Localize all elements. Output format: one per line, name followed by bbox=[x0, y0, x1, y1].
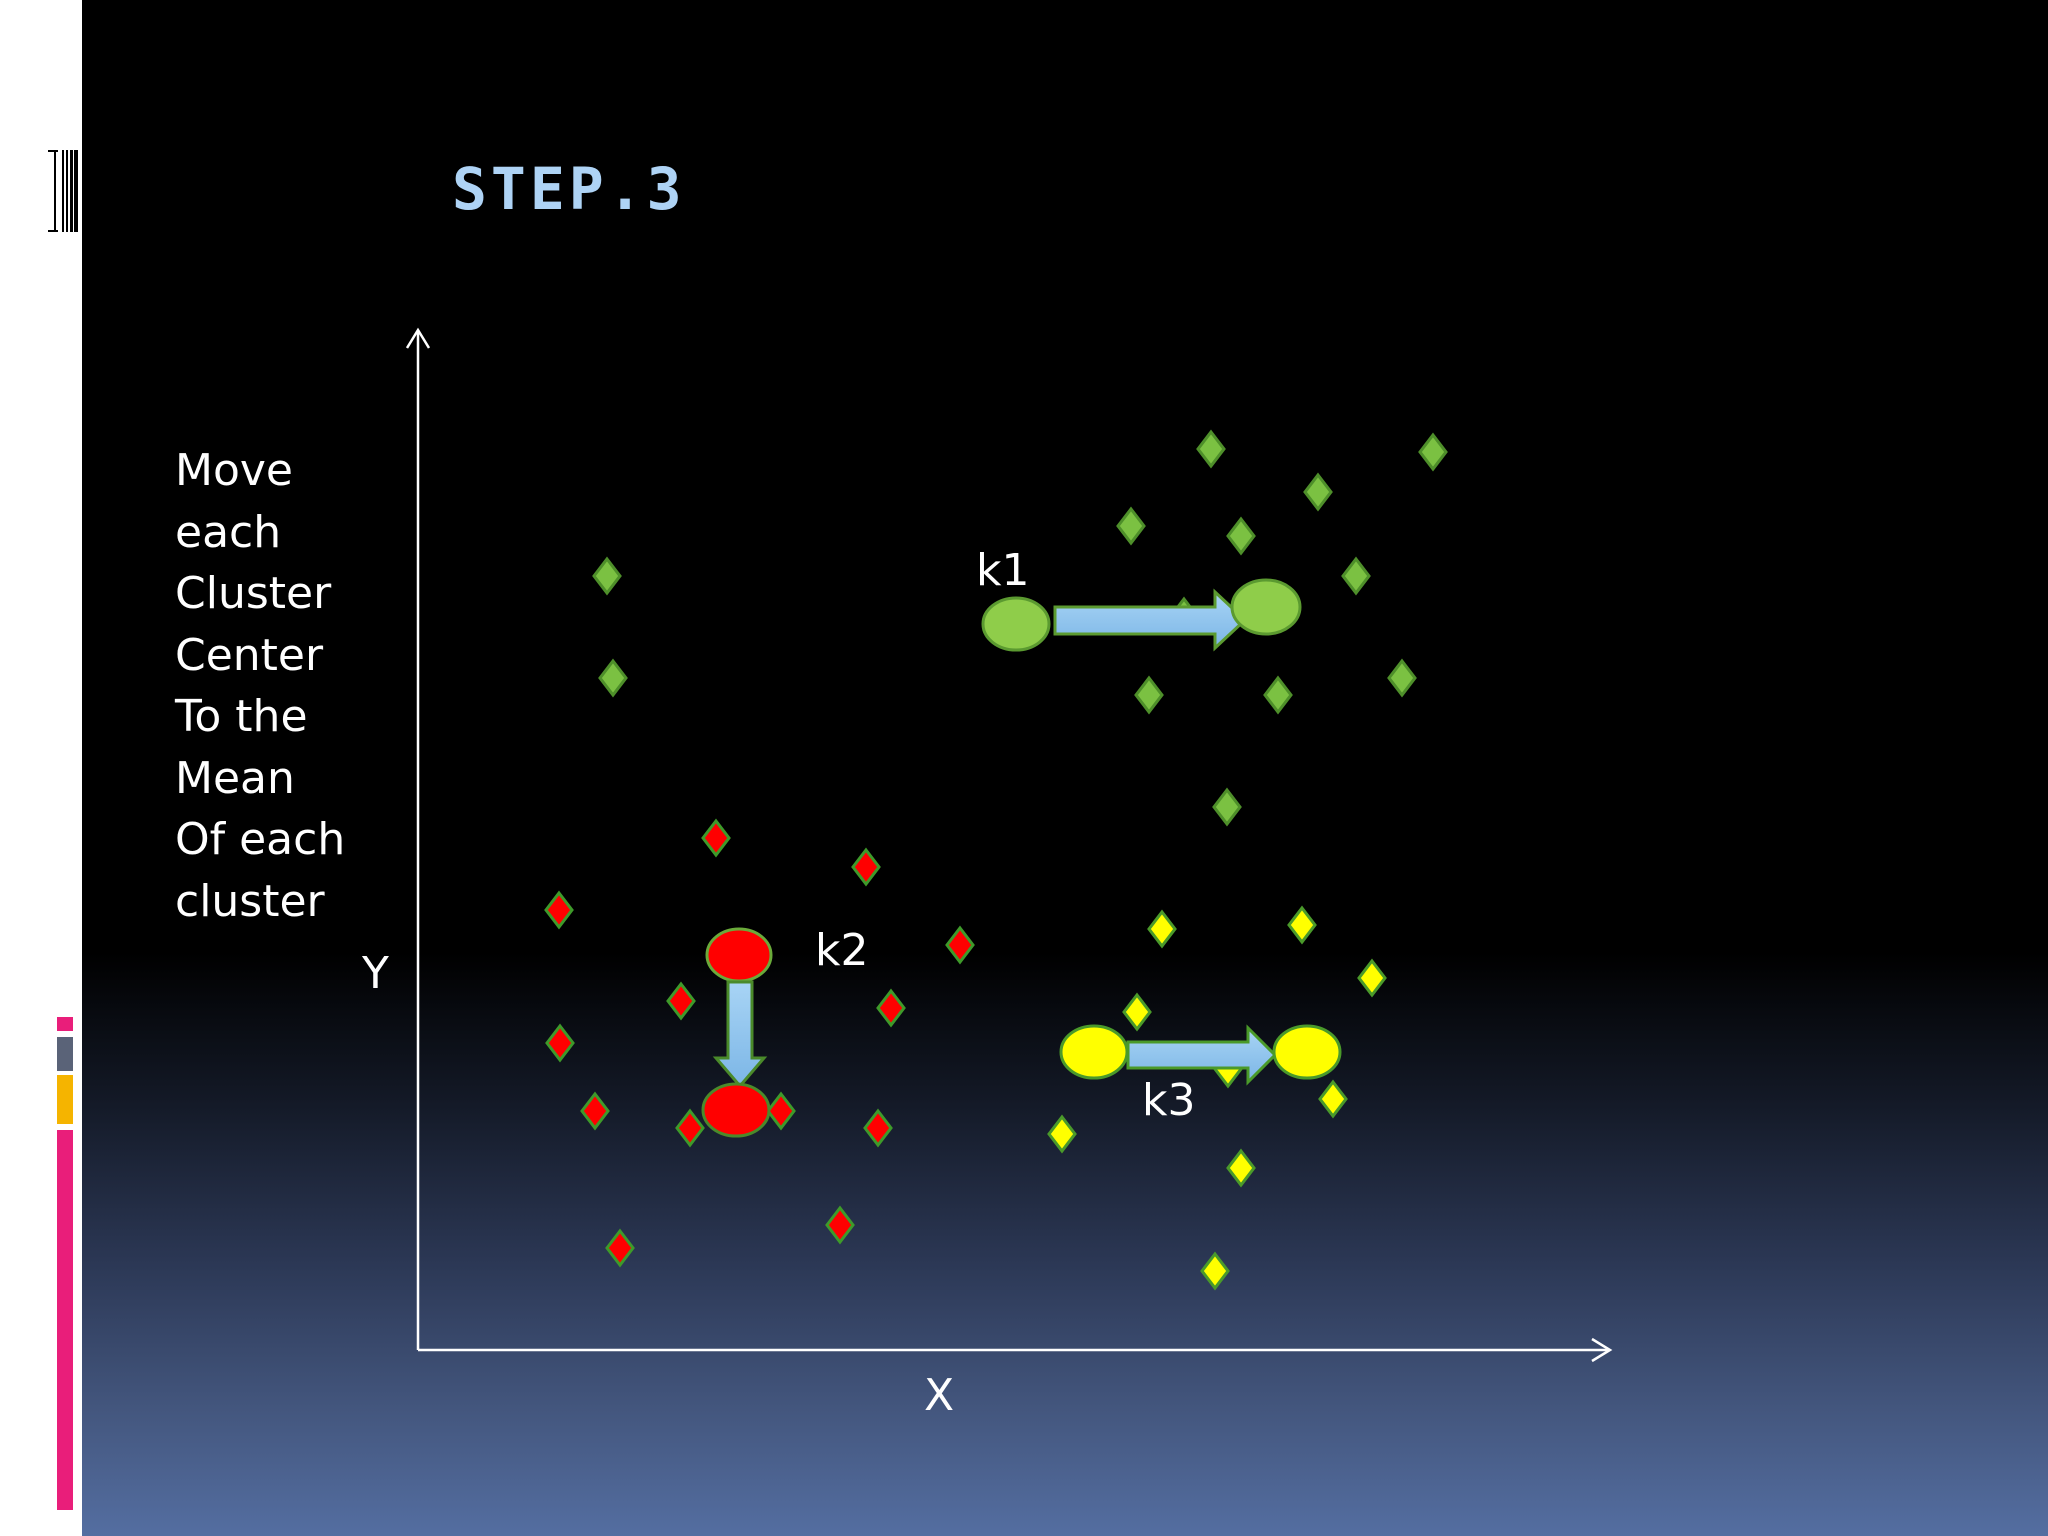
data-point bbox=[1387, 658, 1417, 698]
move-arrow-k3 bbox=[1126, 1024, 1278, 1086]
data-point bbox=[675, 1108, 705, 1148]
data-point bbox=[1122, 992, 1152, 1032]
cluster-k3-centroid-move: k3 bbox=[1059, 1024, 1342, 1126]
decor-stripes-top bbox=[48, 148, 80, 234]
body-line: cluster bbox=[175, 875, 325, 927]
decor-bar-magenta-top bbox=[57, 1017, 73, 1031]
decor-bar-amber bbox=[57, 1075, 73, 1124]
data-point bbox=[580, 1091, 610, 1131]
data-point bbox=[945, 925, 975, 965]
cluster-k3-points bbox=[1047, 905, 1387, 1291]
body-line: Move bbox=[175, 445, 293, 496]
cluster-k2-centroid-move: k2 bbox=[701, 925, 868, 1138]
body-line: Cluster bbox=[175, 568, 332, 619]
centroid-k1-label: k1 bbox=[976, 545, 1029, 596]
slide bbox=[48, 0, 2048, 1536]
data-point bbox=[851, 847, 881, 887]
data-point bbox=[1200, 1251, 1230, 1291]
data-point bbox=[544, 890, 574, 930]
x-axis-arrowhead bbox=[1591, 1337, 1613, 1363]
data-point bbox=[863, 1108, 893, 1148]
centroid-k1-old bbox=[981, 596, 1051, 652]
data-point bbox=[766, 1091, 796, 1131]
centroid-k2-new bbox=[701, 1082, 771, 1138]
centroid-k3-new bbox=[1272, 1024, 1342, 1080]
data-point bbox=[1357, 958, 1387, 998]
data-point bbox=[1341, 556, 1371, 596]
body-line: Mean bbox=[175, 752, 295, 804]
centroid-k1-new bbox=[1230, 578, 1302, 636]
data-point bbox=[1226, 516, 1256, 556]
data-point bbox=[1318, 1079, 1348, 1119]
data-point bbox=[1212, 787, 1242, 827]
body-line: Center bbox=[175, 629, 324, 681]
centroid-k3-label: k3 bbox=[1142, 1075, 1195, 1126]
data-point bbox=[1263, 675, 1293, 715]
y-axis-arrowhead bbox=[405, 327, 431, 349]
body-line: each bbox=[175, 506, 282, 558]
data-point bbox=[598, 658, 628, 698]
data-point bbox=[545, 1023, 575, 1063]
centroid-k3-old bbox=[1059, 1024, 1129, 1080]
cluster-k2-points bbox=[544, 818, 975, 1268]
data-point bbox=[1303, 472, 1333, 512]
data-point bbox=[592, 556, 622, 596]
centroid-k2-old bbox=[705, 927, 773, 983]
data-point bbox=[1196, 429, 1226, 469]
centroid-k2-label: k2 bbox=[815, 925, 868, 976]
data-point bbox=[1418, 432, 1448, 472]
body-line: Of each bbox=[175, 814, 346, 865]
data-point bbox=[1134, 675, 1164, 715]
data-point bbox=[701, 818, 731, 858]
data-point bbox=[1047, 1114, 1077, 1154]
move-arrow-k1 bbox=[1053, 588, 1248, 652]
decor-bar-slate bbox=[57, 1037, 73, 1071]
data-point bbox=[605, 1228, 635, 1268]
slide-body-text: Move each Cluster Center To the Mean Of … bbox=[175, 440, 415, 932]
data-point bbox=[1287, 905, 1317, 945]
cluster-k1-centroid-move: k1 bbox=[976, 545, 1302, 652]
stripes-icon bbox=[48, 148, 80, 234]
y-axis-label: Y bbox=[361, 948, 389, 999]
data-point bbox=[825, 1205, 855, 1245]
decor-bar-magenta-long bbox=[57, 1130, 73, 1510]
data-point bbox=[1147, 909, 1177, 949]
body-line: To the bbox=[175, 691, 308, 742]
move-arrow-k2 bbox=[712, 980, 768, 1089]
axes: Y X bbox=[361, 327, 1613, 1421]
data-point bbox=[1116, 506, 1146, 546]
slide-title: STEP.3 bbox=[452, 155, 686, 223]
data-point bbox=[876, 988, 906, 1028]
x-axis-label: X bbox=[924, 1370, 954, 1421]
data-point bbox=[1226, 1148, 1256, 1188]
data-point bbox=[666, 981, 696, 1021]
